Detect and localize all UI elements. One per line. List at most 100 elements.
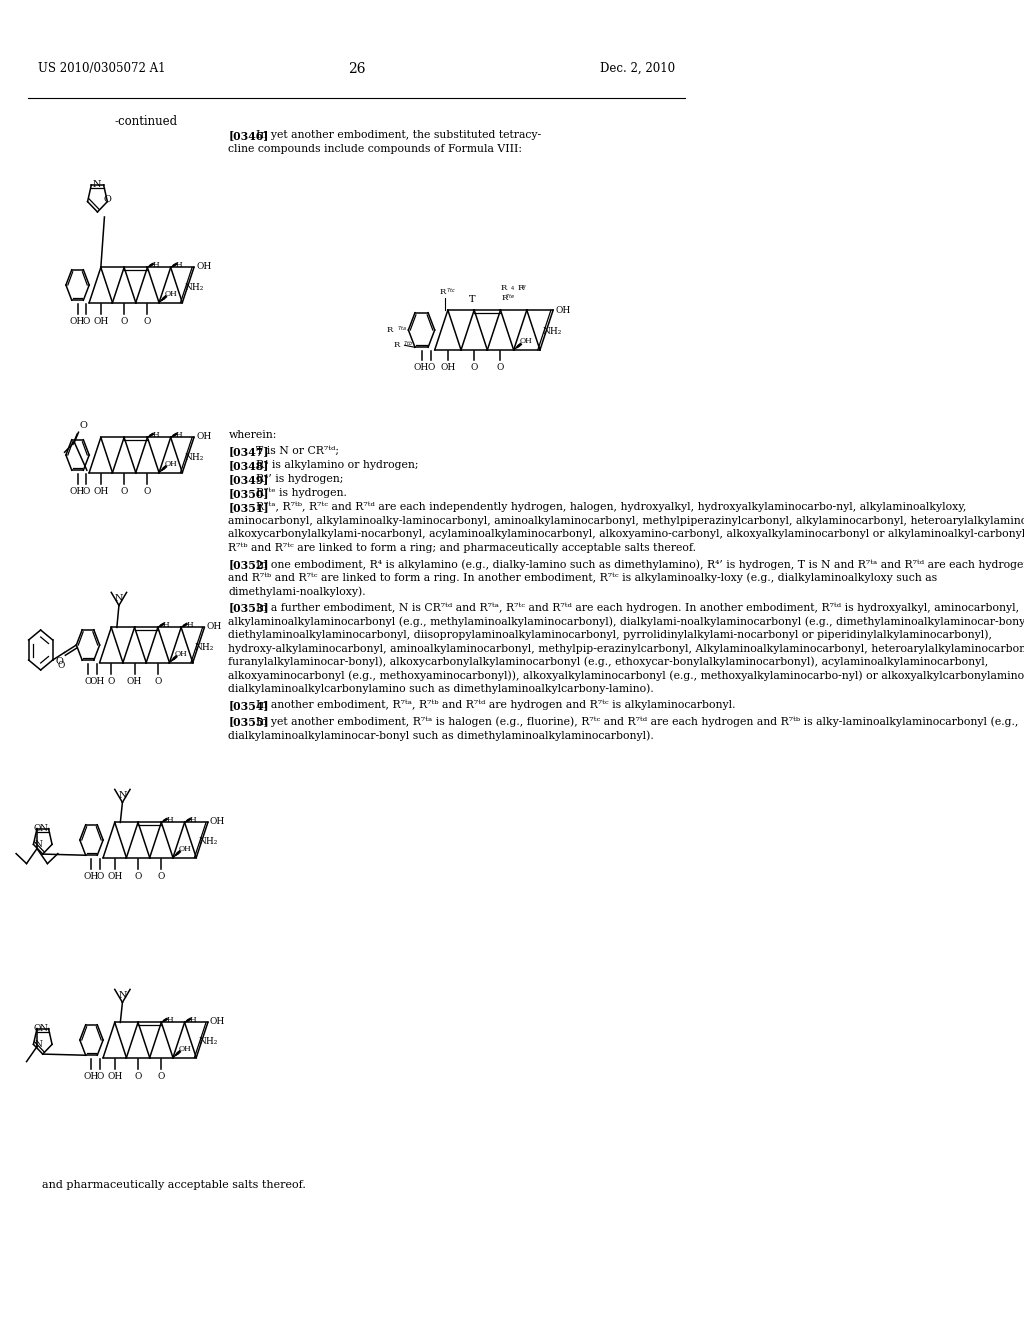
Text: furanylalkylaminocar-bonyl), alkoxycarbonylalkylaminocarbonyl (e.g., ethoxycar-b: furanylalkylaminocar-bonyl), alkoxycarbo…	[228, 656, 988, 667]
Text: cline compounds include compounds of Formula VIII:: cline compounds include compounds of For…	[228, 144, 522, 153]
Text: H: H	[166, 1016, 173, 1024]
Text: O: O	[155, 677, 162, 685]
Text: In a further embodiment, N is CR⁷ᵗᵈ and R⁷ᵗᵃ, R⁷ᵗᶜ and R⁷ᵗᵈ are each hydrogen. I: In a further embodiment, N is CR⁷ᵗᵈ and …	[256, 602, 1019, 612]
Text: [0355]: [0355]	[228, 717, 269, 727]
Text: R⁷ᵗᵉ is hydrogen.: R⁷ᵗᵉ is hydrogen.	[256, 488, 347, 499]
Text: O: O	[96, 1072, 103, 1081]
Text: NH₂: NH₂	[542, 327, 561, 337]
Text: OH: OH	[178, 845, 191, 853]
Text: O: O	[108, 677, 115, 685]
Text: R: R	[439, 288, 445, 296]
Text: NH₂: NH₂	[199, 837, 218, 846]
Text: R: R	[502, 294, 508, 302]
Text: R: R	[387, 326, 393, 334]
Text: OH: OH	[210, 817, 225, 826]
Text: O: O	[96, 871, 103, 880]
Text: OH: OH	[178, 1045, 191, 1053]
Text: OH: OH	[93, 317, 109, 326]
Text: O: O	[428, 363, 435, 372]
Text: O: O	[158, 871, 165, 880]
Text: H: H	[176, 261, 182, 269]
Text: diethylaminoalkylaminocarbonyl, diisopropylaminoalkylaminocarbonyl, pyrrolidinyl: diethylaminoalkylaminocarbonyl, diisopro…	[228, 630, 992, 640]
Text: R⁷ᵗᵇ and R⁷ᵗᶜ are linked to form a ring; and pharmaceutically acceptable salts t: R⁷ᵗᵇ and R⁷ᵗᶜ are linked to form a ring;…	[228, 543, 696, 553]
Text: O: O	[83, 487, 90, 495]
Text: H: H	[186, 620, 193, 628]
Text: T is N or CR⁷ᵗᵈ;: T is N or CR⁷ᵗᵈ;	[256, 446, 339, 455]
Text: OH: OH	[108, 1072, 123, 1081]
Text: N: N	[93, 181, 101, 189]
Text: OH: OH	[207, 622, 222, 631]
Text: O: O	[84, 677, 92, 685]
Text: $^{7te}$: $^{7te}$	[506, 294, 515, 302]
Text: O: O	[143, 487, 152, 495]
Text: NH₂: NH₂	[195, 643, 214, 652]
Text: N: N	[115, 594, 123, 603]
Text: $^{7ta}$: $^{7ta}$	[396, 326, 407, 334]
Text: O: O	[55, 657, 62, 667]
Text: OH: OH	[84, 1072, 99, 1081]
Text: dialkylaminoalkylaminocar-bonyl such as dimethylaminoalkylaminocarbonyl).: dialkylaminoalkylaminocar-bonyl such as …	[228, 730, 654, 741]
Text: R⁴ is alkylamino or hydrogen;: R⁴ is alkylamino or hydrogen;	[256, 459, 419, 470]
Text: dialkylaminoalkylcarbonylamino such as dimethylaminoalkylcarbony-lamino).: dialkylaminoalkylcarbonylamino such as d…	[228, 684, 654, 694]
Text: OH: OH	[70, 487, 85, 495]
Text: NH₂: NH₂	[184, 453, 204, 462]
Text: alkoxyaminocarbonyl (e.g., methoxyaminocarbonyl)), alkoxyalkylaminocarbonyl (e.g: alkoxyaminocarbonyl (e.g., methoxyaminoc…	[228, 671, 1024, 681]
Text: US 2010/0305072 A1: US 2010/0305072 A1	[38, 62, 166, 75]
Text: N: N	[40, 824, 48, 833]
Text: [0348]: [0348]	[228, 459, 268, 471]
Text: OH: OH	[555, 305, 570, 314]
Text: OH: OH	[93, 487, 109, 495]
Text: O: O	[134, 1072, 141, 1081]
Text: O: O	[143, 317, 152, 326]
Text: O: O	[80, 421, 88, 430]
Text: dimethylami-noalkyloxy).: dimethylami-noalkyloxy).	[228, 586, 366, 597]
Text: OH: OH	[108, 871, 123, 880]
Text: O: O	[57, 660, 65, 669]
Text: [0349]: [0349]	[228, 474, 268, 484]
Text: OH: OH	[196, 432, 211, 441]
Text: O: O	[121, 317, 128, 326]
Text: Dec. 2, 2010: Dec. 2, 2010	[600, 62, 675, 75]
Text: O: O	[497, 363, 504, 372]
Text: R⁷ᵗᵃ, R⁷ᵗᵇ, R⁷ᵗᶜ and R⁷ᵗᵈ are each independently hydrogen, halogen, hydroxyalkyl: R⁷ᵗᵃ, R⁷ᵗᵇ, R⁷ᵗᶜ and R⁷ᵗᵈ are each indep…	[256, 502, 967, 512]
Text: -continued: -continued	[115, 115, 178, 128]
Text: [0353]: [0353]	[228, 602, 269, 614]
Text: O: O	[134, 871, 141, 880]
Text: H: H	[166, 816, 173, 824]
Text: OH: OH	[210, 1016, 225, 1026]
Text: [0354]: [0354]	[228, 700, 269, 711]
Text: [0346]: [0346]	[228, 129, 268, 141]
Text: T: T	[469, 296, 475, 304]
Text: In one embodiment, R⁴ is alkylamino (e.g., dialky-lamino such as dimethylamino),: In one embodiment, R⁴ is alkylamino (e.g…	[256, 558, 1024, 569]
Text: OH: OH	[165, 290, 177, 298]
Text: OH: OH	[519, 337, 532, 345]
Text: OH: OH	[175, 651, 187, 659]
Text: NH₂: NH₂	[184, 282, 204, 292]
Text: OH: OH	[165, 461, 177, 469]
Text: OH: OH	[196, 261, 211, 271]
Text: R⁴’ is hydrogen;: R⁴’ is hydrogen;	[256, 474, 344, 484]
Text: $^{7tc}$: $^{7tc}$	[446, 288, 456, 296]
Text: N: N	[40, 1024, 48, 1034]
Text: wherein:: wherein:	[228, 430, 276, 440]
Text: OH: OH	[440, 363, 456, 372]
Text: H: H	[153, 430, 159, 438]
Text: aminocarbonyl, alkylaminoalky-laminocarbonyl, aminoalkylaminocarbonyl, methylpip: aminocarbonyl, alkylaminoalky-laminocarb…	[228, 516, 1024, 525]
Text: OH: OH	[70, 317, 85, 326]
Text: N: N	[34, 840, 42, 849]
Text: In another embodiment, R⁷ᵗᵃ, R⁷ᵗᵇ and R⁷ᵗᵈ are hydrogen and R⁷ᵗᶜ is alkylaminoca: In another embodiment, R⁷ᵗᵃ, R⁷ᵗᵇ and R⁷…	[256, 700, 735, 710]
Text: 26: 26	[348, 62, 366, 77]
Text: $^{4'}$: $^{4'}$	[520, 284, 526, 292]
Text: H: H	[189, 816, 197, 824]
Text: O: O	[158, 1072, 165, 1081]
Text: and R⁷ᵗᵇ and R⁷ᵗᶜ are linked to form a ring. In another embodiment, R⁷ᵗᶜ is alky: and R⁷ᵗᵇ and R⁷ᵗᶜ are linked to form a r…	[228, 573, 938, 583]
Text: $^{7tb}$: $^{7tb}$	[403, 342, 413, 350]
Text: N: N	[118, 991, 127, 1001]
Text: [0351]: [0351]	[228, 502, 269, 513]
Text: H: H	[189, 1016, 197, 1024]
Text: [0347]: [0347]	[228, 446, 269, 457]
Text: alkylaminoalkylaminocarbonyl (e.g., methylaminoalkylaminocarbonyl), dialkylami-n: alkylaminoalkylaminocarbonyl (e.g., meth…	[228, 616, 1024, 627]
Text: O: O	[34, 1024, 41, 1034]
Text: OH: OH	[84, 871, 99, 880]
Text: O: O	[121, 487, 128, 495]
